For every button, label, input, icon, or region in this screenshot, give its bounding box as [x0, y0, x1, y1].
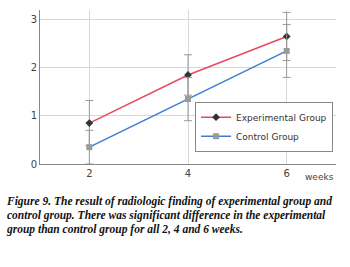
svg-text:weeks: weeks [305, 172, 334, 182]
svg-text:3: 3 [31, 14, 37, 25]
svg-text:0: 0 [31, 159, 37, 170]
svg-text:1: 1 [31, 110, 37, 121]
svg-text:4: 4 [185, 168, 191, 179]
svg-text:2: 2 [86, 168, 92, 179]
svg-text:Control Group: Control Group [236, 132, 299, 142]
svg-text:2: 2 [31, 62, 37, 73]
svg-text:6: 6 [283, 168, 289, 179]
svg-text:Experimental Group: Experimental Group [236, 113, 327, 123]
html-text:Figure 9. The result of radiol: Figure 9. The result of radiologic findi… [7, 195, 332, 235]
